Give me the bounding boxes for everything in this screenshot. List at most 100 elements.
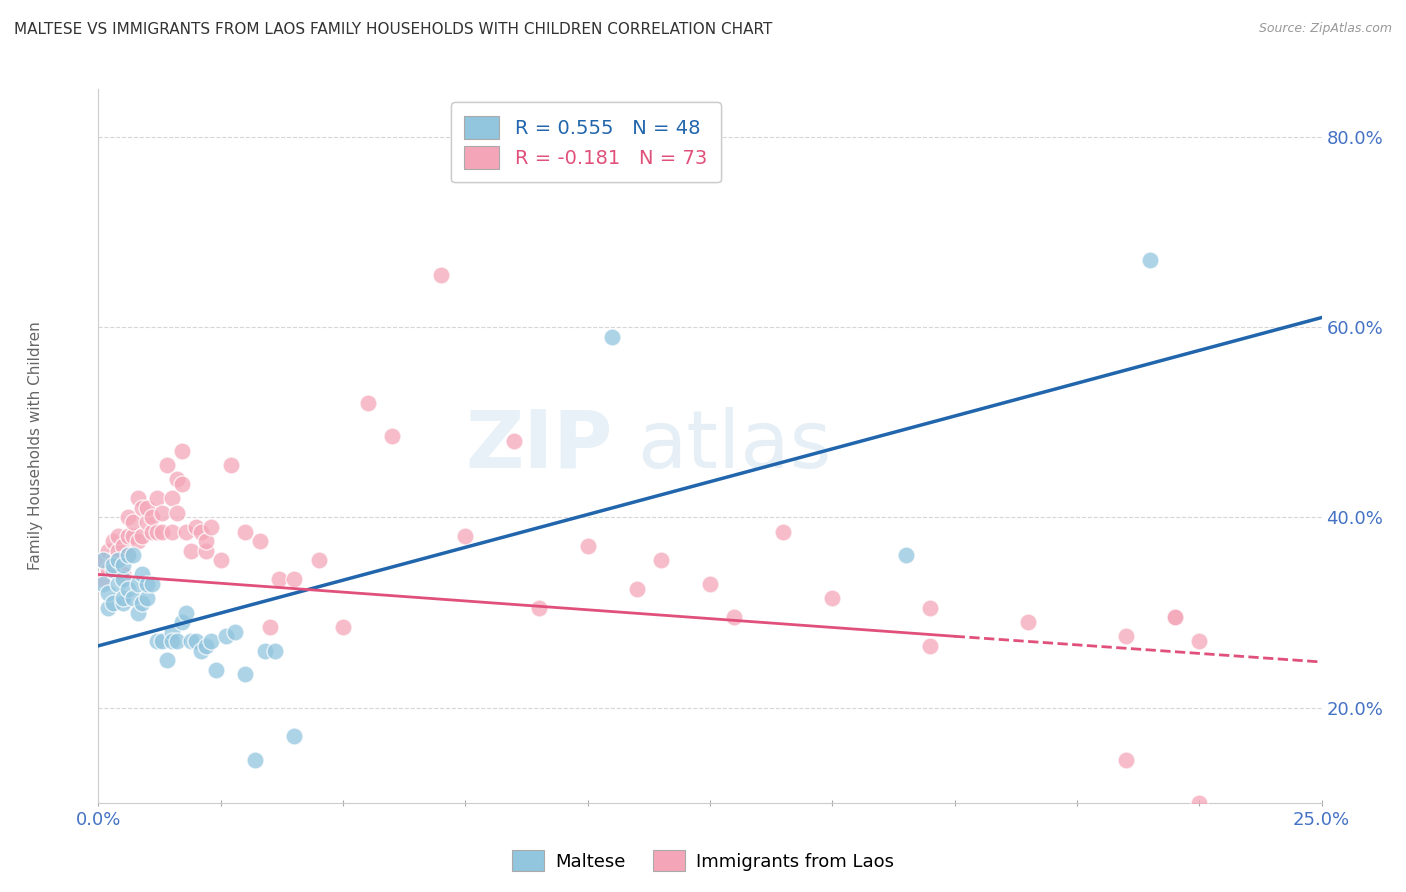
Point: [141, 510, 163, 524]
Point: [97, 563, 120, 577]
Point: [332, 620, 354, 634]
Point: [233, 524, 256, 539]
Point: [131, 567, 153, 582]
Point: [117, 529, 139, 543]
Point: [176, 606, 198, 620]
Point: [111, 539, 134, 553]
Point: [127, 491, 149, 506]
Point: [91, 553, 114, 567]
Point: [381, 429, 404, 443]
Point: [170, 443, 193, 458]
Point: [107, 553, 129, 567]
Point: [101, 596, 124, 610]
Point: [527, 600, 550, 615]
Point: [111, 591, 134, 606]
Point: [1164, 610, 1187, 624]
Point: [141, 524, 163, 539]
Point: [166, 634, 188, 648]
Point: [176, 524, 198, 539]
Point: [160, 624, 183, 639]
Point: [243, 753, 266, 767]
Point: [821, 591, 844, 606]
Point: [1139, 253, 1161, 268]
Point: [146, 491, 169, 506]
Point: [146, 524, 169, 539]
Point: [1115, 629, 1137, 643]
Point: [205, 663, 228, 677]
Point: [101, 558, 124, 572]
Point: [146, 634, 169, 648]
Point: [97, 600, 120, 615]
Point: [107, 577, 129, 591]
Point: [283, 729, 305, 743]
Point: [117, 510, 139, 524]
Text: MALTESE VS IMMIGRANTS FROM LAOS FAMILY HOUSEHOLDS WITH CHILDREN CORRELATION CHAR: MALTESE VS IMMIGRANTS FROM LAOS FAMILY H…: [14, 22, 772, 37]
Point: [626, 582, 648, 596]
Point: [101, 563, 124, 577]
Point: [91, 572, 114, 586]
Point: [117, 549, 139, 563]
Point: [131, 596, 153, 610]
Point: [136, 500, 159, 515]
Point: [111, 572, 134, 586]
Point: [186, 634, 208, 648]
Point: [454, 529, 477, 543]
Point: [141, 577, 163, 591]
Point: [772, 524, 794, 539]
Point: [200, 634, 222, 648]
Point: [107, 529, 129, 543]
Point: [127, 606, 149, 620]
Point: [723, 610, 745, 624]
Point: [166, 506, 188, 520]
Point: [894, 549, 917, 563]
Text: Family Households with Children: Family Households with Children: [28, 322, 42, 570]
Point: [170, 477, 193, 491]
Point: [101, 553, 124, 567]
Point: [180, 634, 202, 648]
Point: [107, 553, 129, 567]
Point: [131, 529, 153, 543]
Point: [920, 639, 942, 653]
Point: [249, 534, 271, 549]
Text: ZIP: ZIP: [465, 407, 612, 485]
Point: [156, 458, 179, 472]
Point: [91, 577, 114, 591]
Point: [136, 515, 159, 529]
Point: [209, 553, 232, 567]
Point: [150, 634, 173, 648]
Point: [233, 667, 256, 681]
Point: [195, 543, 218, 558]
Legend: R = 0.555   N = 48, R = -0.181   N = 73: R = 0.555 N = 48, R = -0.181 N = 73: [451, 103, 721, 182]
Point: [91, 553, 114, 567]
Point: [195, 639, 218, 653]
Point: [259, 620, 281, 634]
Point: [160, 524, 183, 539]
Point: [263, 643, 285, 657]
Point: [308, 553, 330, 567]
Point: [1017, 615, 1039, 629]
Point: [160, 491, 183, 506]
Point: [160, 634, 183, 648]
Point: [111, 558, 134, 572]
Text: Source: ZipAtlas.com: Source: ZipAtlas.com: [1258, 22, 1392, 36]
Point: [166, 472, 188, 486]
Point: [111, 567, 134, 582]
Point: [190, 524, 212, 539]
Point: [503, 434, 526, 449]
Point: [150, 506, 173, 520]
Point: [699, 577, 721, 591]
Point: [121, 515, 143, 529]
Point: [219, 458, 242, 472]
Point: [111, 596, 134, 610]
Point: [156, 653, 179, 667]
Point: [170, 615, 193, 629]
Text: atlas: atlas: [637, 407, 831, 485]
Point: [430, 268, 453, 282]
Point: [200, 520, 222, 534]
Point: [101, 534, 124, 549]
Point: [1188, 634, 1211, 648]
Point: [186, 520, 208, 534]
Point: [269, 572, 291, 586]
Point: [136, 591, 159, 606]
Point: [150, 524, 173, 539]
